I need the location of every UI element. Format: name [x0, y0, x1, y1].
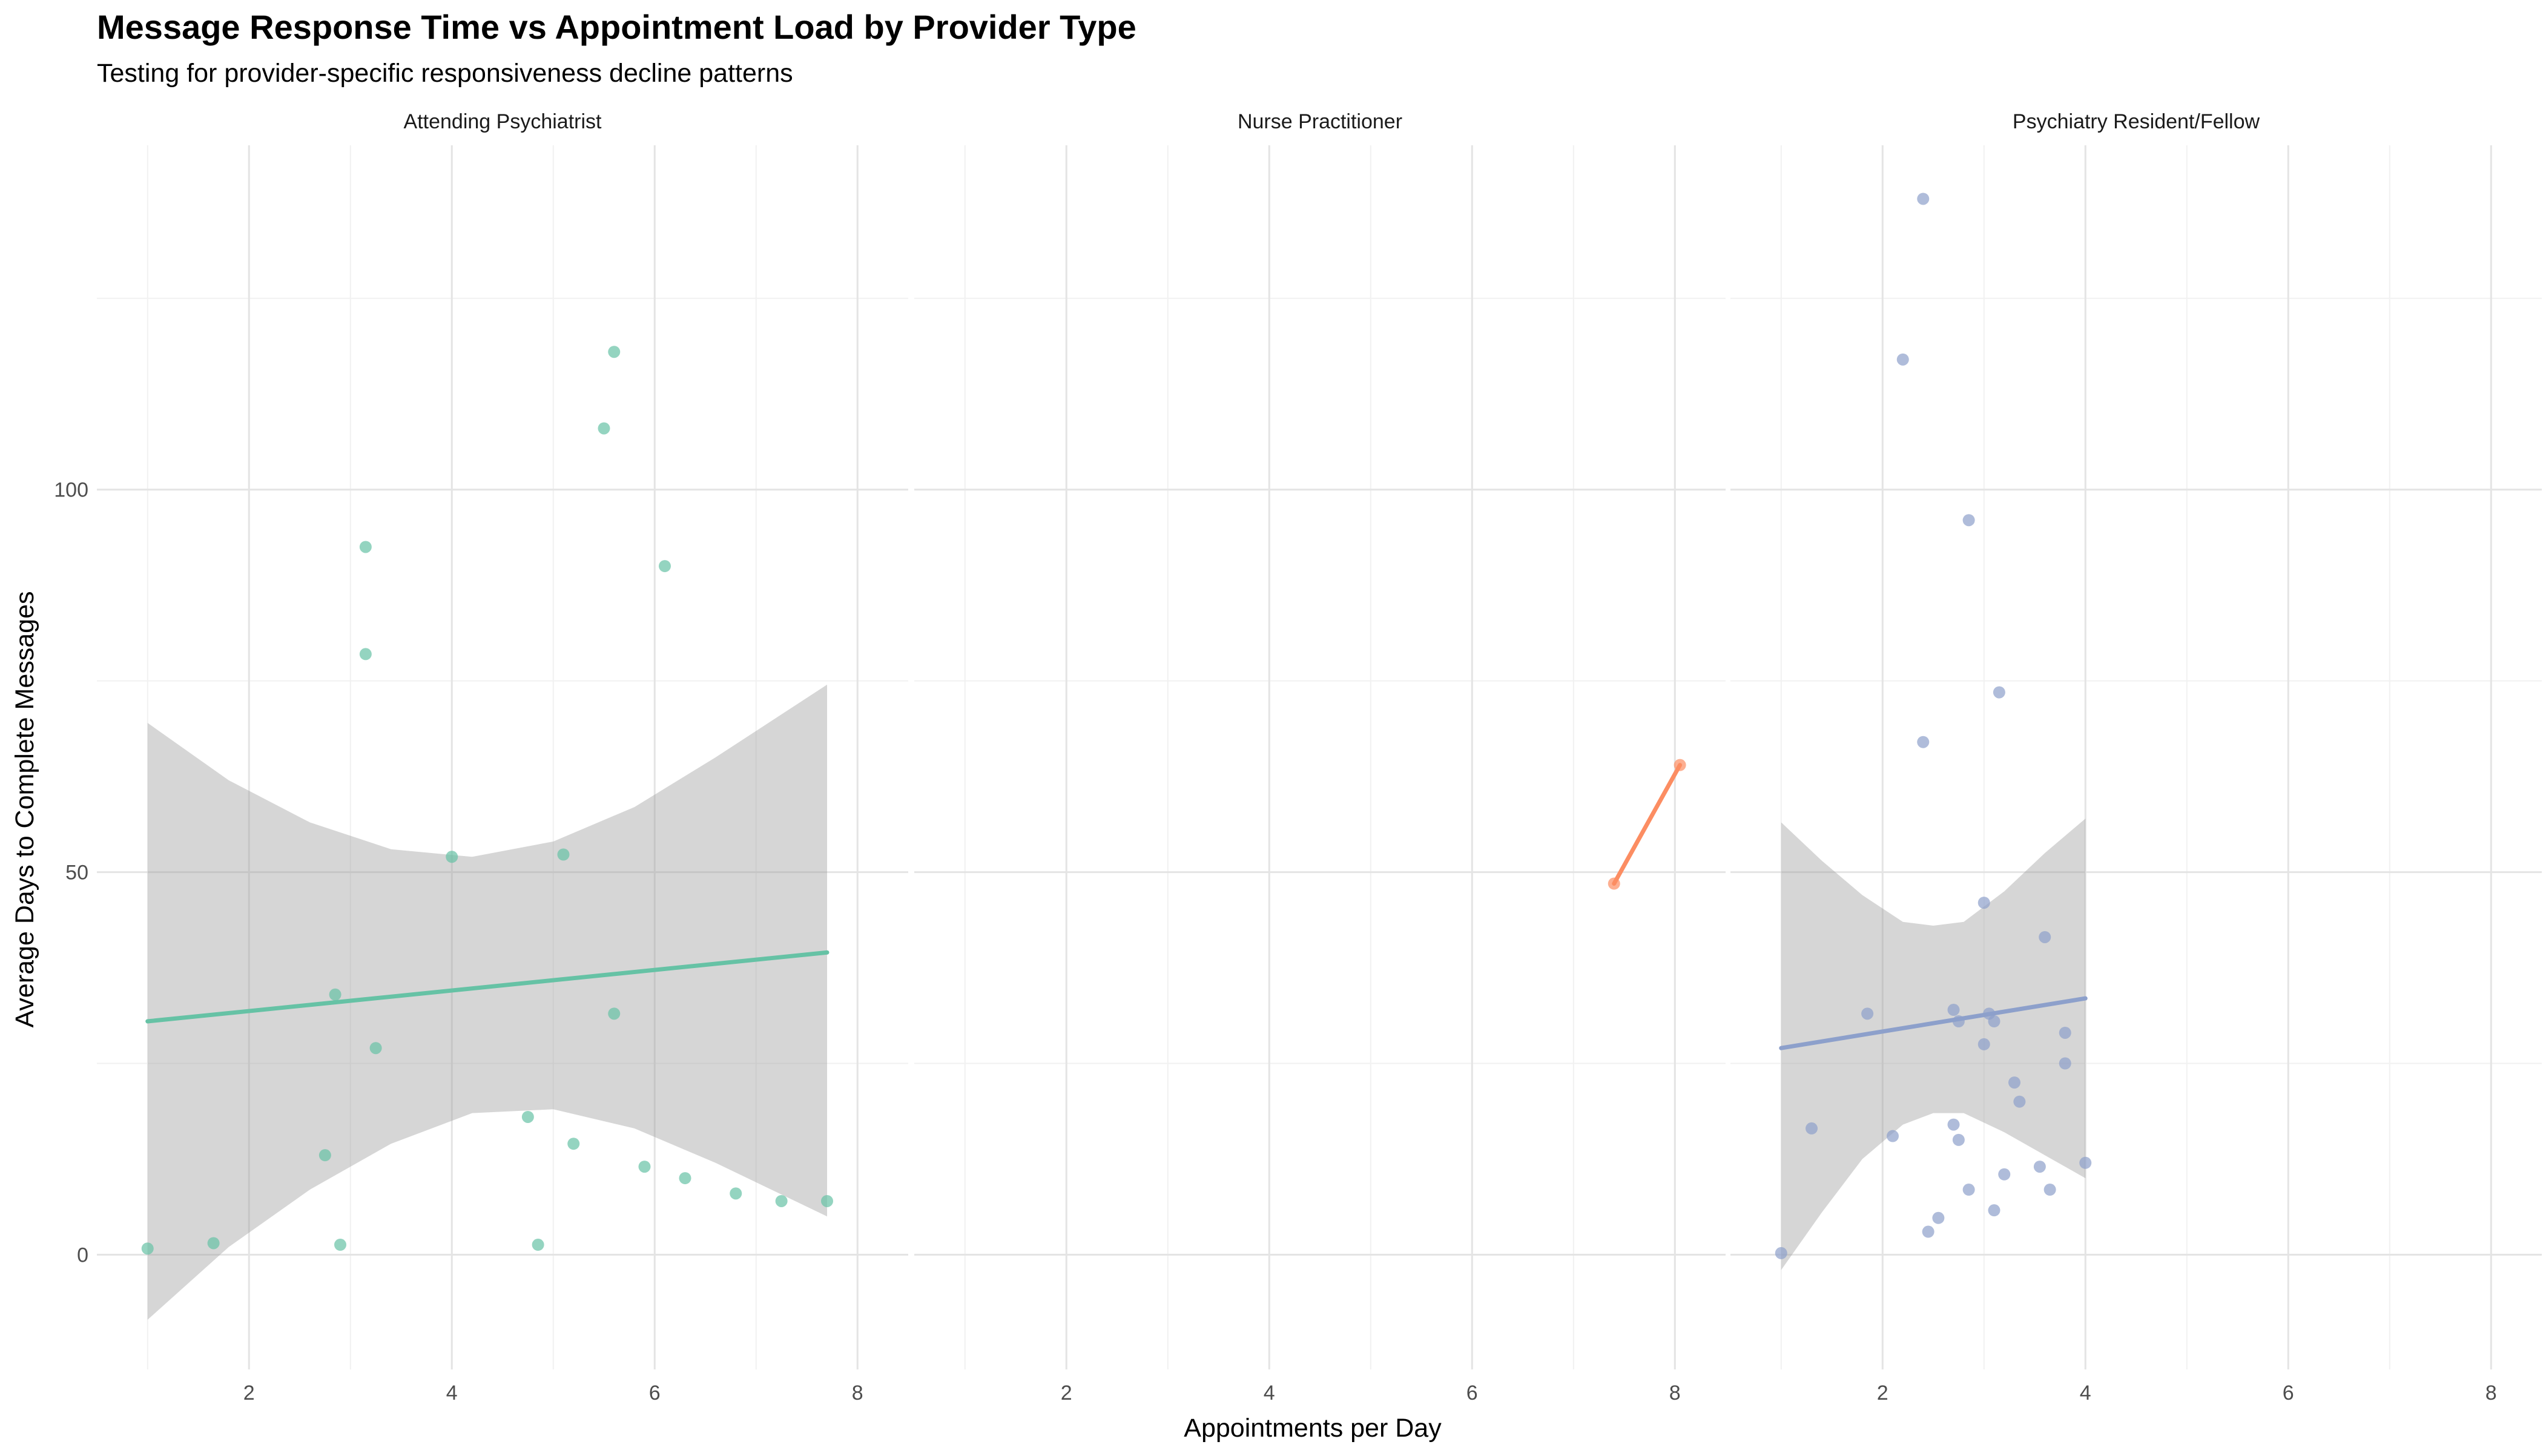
data-point — [2033, 1161, 2046, 1173]
data-point — [1917, 193, 1930, 205]
data-point — [775, 1194, 788, 1207]
data-point — [1962, 1184, 1975, 1196]
x-tick-label: 2 — [1877, 1382, 1888, 1405]
data-point — [207, 1237, 220, 1250]
x-tick-label: 8 — [1669, 1382, 1681, 1405]
data-point — [1988, 1015, 2000, 1027]
data-point — [1947, 1118, 1960, 1131]
facet-panel: Attending Psychiatrist 2 4 6 8 0 50 100 — [54, 110, 908, 1405]
x-tick-label: 6 — [2283, 1382, 2294, 1405]
data-point — [638, 1161, 651, 1173]
confidence-band — [147, 684, 827, 1320]
data-point — [1917, 736, 1930, 748]
facet-strip-label: Attending Psychiatrist — [404, 110, 602, 133]
facet-panel: Nurse Practitioner 2 4 6 8 — [914, 110, 1726, 1405]
data-point — [679, 1172, 691, 1185]
x-tick-label: 4 — [446, 1382, 458, 1405]
data-point — [1962, 514, 1975, 527]
chart-title: Message Response Time vs Appointment Loa… — [97, 8, 1136, 46]
trend-line — [1612, 763, 1683, 886]
facet-panel: Psychiatry Resident/Fellow 2 4 6 8 — [1730, 110, 2542, 1405]
data-point — [334, 1239, 346, 1251]
data-point — [730, 1187, 742, 1200]
data-point — [1887, 1130, 1899, 1142]
data-point — [2039, 931, 2051, 943]
data-point — [1896, 353, 1909, 366]
data-point — [2008, 1076, 2020, 1089]
x-tick-label: 6 — [1466, 1382, 1478, 1405]
data-point — [1775, 1247, 1787, 1259]
data-point — [1977, 1038, 1990, 1050]
x-axis-label: Appointments per Day — [1184, 1414, 1442, 1443]
data-point — [2043, 1184, 2056, 1196]
data-point — [1977, 897, 1990, 909]
data-point — [1988, 1204, 2000, 1217]
trend-line — [1779, 996, 2088, 1050]
data-point — [1947, 1004, 1960, 1016]
x-tick-label: 2 — [1061, 1382, 1072, 1405]
y-tick-label: 50 — [65, 861, 88, 884]
data-point — [1952, 1133, 1965, 1146]
data-point — [369, 1042, 382, 1055]
x-tick-label: 4 — [1264, 1382, 1275, 1405]
data-point — [2059, 1026, 2071, 1039]
data-point — [1932, 1211, 1945, 1224]
data-point — [567, 1138, 580, 1150]
data-point — [608, 1007, 621, 1020]
data-point — [532, 1239, 544, 1251]
data-point — [1806, 1122, 1818, 1135]
data-point — [141, 1242, 154, 1255]
x-tick-label: 8 — [852, 1382, 863, 1405]
data-point — [359, 541, 372, 553]
y-tick-label: 100 — [54, 479, 88, 502]
data-point — [1861, 1007, 1874, 1020]
data-point — [2013, 1095, 2026, 1108]
data-point — [659, 560, 671, 573]
data-point — [446, 851, 458, 863]
x-tick-label: 4 — [2080, 1382, 2091, 1405]
trend-line — [145, 950, 830, 1024]
chart-subtitle: Testing for provider-specific responsive… — [97, 59, 793, 88]
x-tick-label: 6 — [649, 1382, 661, 1405]
data-point — [329, 988, 341, 1001]
y-tick-label: 0 — [77, 1244, 88, 1267]
facet-strip-label: Psychiatry Resident/Fellow — [2013, 110, 2260, 133]
data-point — [557, 848, 570, 861]
y-axis-label: Average Days to Complete Messages — [10, 591, 39, 1027]
facet-strip-label: Nurse Practitioner — [1238, 110, 1402, 133]
data-point — [318, 1149, 331, 1162]
data-point — [2079, 1156, 2092, 1169]
panels-layer: Attending Psychiatrist 2 4 6 8 0 50 100 Nurse Pr… — [54, 110, 2542, 1405]
data-point — [821, 1194, 833, 1207]
data-point — [598, 422, 610, 435]
confidence-band — [1781, 819, 2086, 1270]
data-point — [1998, 1168, 2011, 1181]
x-tick-label: 8 — [2485, 1382, 2497, 1405]
x-tick-label: 2 — [243, 1382, 255, 1405]
data-point — [1993, 686, 2005, 699]
data-point — [521, 1110, 534, 1123]
data-point — [608, 346, 621, 358]
data-point — [359, 648, 372, 660]
data-point — [1922, 1225, 1934, 1238]
data-point — [2059, 1057, 2071, 1070]
